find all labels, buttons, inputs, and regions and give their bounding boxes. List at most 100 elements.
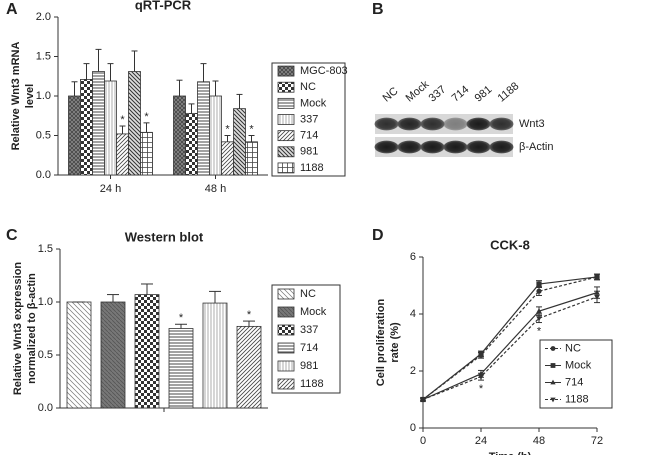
error-bar [95,48,102,72]
legend-label: 714 [565,376,583,388]
point [594,274,600,280]
significance-mark: * [249,123,254,135]
legend-label: 1188 [565,393,589,405]
error-bar [188,103,195,114]
bar [221,141,234,176]
lane-label: 981 [473,84,495,105]
bar [80,79,93,176]
significance-mark: * [179,312,184,324]
bar [202,302,228,409]
legend-label: 1188 [300,378,324,390]
blot-band [374,140,399,154]
bar [128,71,141,176]
bar [66,301,92,409]
error-bar [224,135,231,142]
blot-row-label: β-Actin [519,141,553,153]
y-tick-label: 0 [410,422,416,434]
lane-label: 714 [450,84,472,105]
error-bar [107,294,119,302]
point [536,281,542,287]
bar [168,328,194,409]
point [594,294,600,301]
y-axis-label: Relative Wnt3 expression [12,262,24,396]
legend-label: 981 [300,146,318,158]
bar [185,112,198,176]
legend-swatch [277,360,295,372]
bar [116,133,129,176]
y-tick-label: 0.0 [36,169,51,181]
blot-band [443,140,468,154]
y-axis-label: Relative Wnt3 mRNA [10,42,22,151]
significance-mark: * [479,383,484,395]
series-line [422,292,598,401]
legend-swatch [277,324,295,336]
significance-mark: * [120,114,125,126]
y-axis-label: Cell proliferation [375,299,387,387]
error-bar [176,79,183,96]
y-tick-label: 1.5 [38,243,53,255]
lane-label: Mock [404,78,432,104]
legend-label: 981 [300,360,318,372]
point [478,374,484,380]
bar [209,95,222,176]
blot-band [466,117,491,131]
blot-band [489,117,514,131]
significance-mark: * [225,123,230,135]
y-axis-label: rate (%) [389,322,401,363]
point [420,397,426,403]
legend-swatch [277,97,295,109]
y-tick-label: 1.0 [36,90,51,102]
lane-label: 1188 [496,80,522,104]
legend-label: Mock [565,359,592,371]
chart-title: qRT-PCR [135,0,192,12]
error-bar [131,50,138,72]
y-tick-label: 6 [410,251,416,263]
series-line [422,276,598,400]
lane-label: NC [381,85,401,104]
x-tick-label: 0 [420,435,426,447]
blot-band [420,140,445,154]
point [536,308,542,314]
x-tick-label: 24 h [100,183,121,195]
legend-swatch [277,130,295,142]
legend-swatch [277,65,295,77]
bar [100,301,126,409]
legend-swatch [277,146,295,158]
bar [245,141,258,176]
y-tick-label: 0.5 [38,349,53,361]
y-tick-label: 2 [410,365,416,377]
x-tick-label: 24 [475,435,487,447]
legend-label: Mock [300,97,327,109]
error-bar [236,93,243,109]
legend-swatch [277,114,295,125]
error-bar [107,63,114,81]
y-tick-label: 1.5 [36,50,51,62]
point [478,351,484,357]
legend-label: 337 [300,324,318,336]
bar [68,95,81,176]
error-bar [83,63,90,80]
bar [140,131,153,176]
blot-band [420,117,445,131]
bar [236,325,262,409]
chart-title: CCK-8 [490,237,530,252]
legend-swatch [277,81,295,93]
blot-band [466,140,491,154]
bar [233,108,246,176]
blot-band [397,117,422,131]
error-bar [175,323,187,329]
point [550,397,556,403]
legend-swatch [277,378,295,390]
legend-label: 714 [300,130,318,142]
blot-row-label: Wnt3 [519,118,545,130]
panel-letter: A [6,1,18,18]
bar [134,294,160,409]
error-bar [248,135,255,142]
legend-swatch [277,162,295,174]
bar [173,95,186,176]
x-tick-label: 72 [591,435,603,447]
bar [104,80,117,176]
legend-label: 337 [300,113,318,125]
y-tick-label: 0.0 [38,402,53,414]
